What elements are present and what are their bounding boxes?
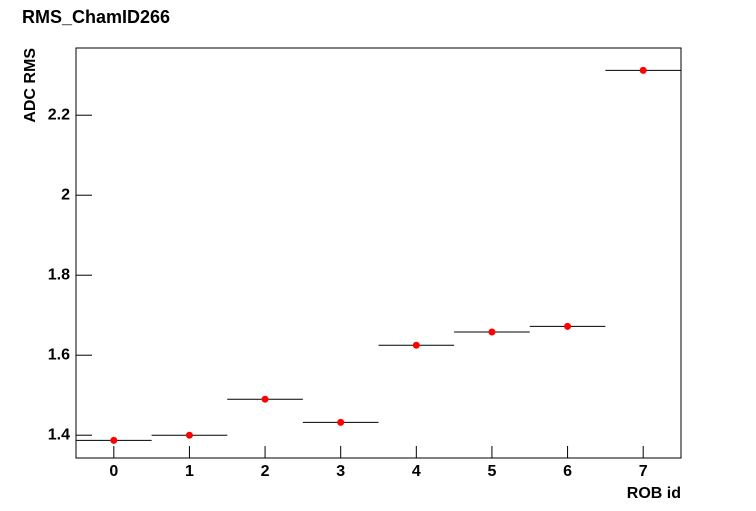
y-axis-label: ADC RMS bbox=[22, 48, 39, 123]
x-tick-label: 6 bbox=[563, 463, 572, 480]
y-tick-label: 1.6 bbox=[48, 346, 70, 363]
chart-title: RMS_ChamID266 bbox=[22, 7, 170, 27]
x-tick-label: 7 bbox=[639, 463, 648, 480]
x-axis-label: ROB id bbox=[627, 485, 681, 502]
y-tick-label: 1.4 bbox=[48, 426, 70, 443]
y-tick-label: 2 bbox=[61, 186, 70, 203]
x-tick-label: 2 bbox=[261, 463, 270, 480]
y-tick-label: 1.8 bbox=[48, 266, 70, 283]
point bbox=[639, 66, 647, 74]
point bbox=[337, 418, 345, 426]
point bbox=[412, 341, 420, 349]
x-tick-label: 0 bbox=[109, 463, 118, 480]
y-tick-label: 2.2 bbox=[48, 106, 70, 123]
x-tick-label: 5 bbox=[487, 463, 496, 480]
point bbox=[488, 328, 496, 336]
point bbox=[185, 431, 193, 439]
x-tick-label: 3 bbox=[336, 463, 345, 480]
point bbox=[564, 322, 572, 330]
x-tick-label: 1 bbox=[185, 463, 194, 480]
x-tick-label: 4 bbox=[412, 463, 421, 480]
point bbox=[110, 436, 118, 444]
plot-frame bbox=[75, 47, 682, 459]
point bbox=[261, 395, 269, 403]
